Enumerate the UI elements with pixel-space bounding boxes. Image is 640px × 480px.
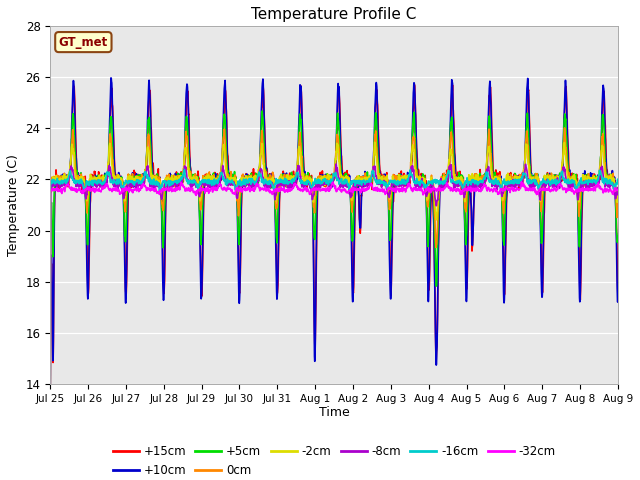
-32cm xyxy=(564,188,572,193)
X-axis label: Time: Time xyxy=(319,407,349,420)
+10cm xyxy=(614,292,622,298)
-2cm xyxy=(499,195,507,201)
-32cm xyxy=(614,187,622,193)
+5cm xyxy=(564,164,572,169)
+15cm xyxy=(580,177,588,183)
+10cm xyxy=(205,179,212,184)
-32cm xyxy=(499,188,507,194)
-16cm xyxy=(46,381,54,387)
-8cm xyxy=(351,182,358,188)
Line: +10cm: +10cm xyxy=(50,78,618,384)
-32cm xyxy=(351,185,358,191)
+15cm xyxy=(363,180,371,185)
-16cm xyxy=(351,178,358,184)
-2cm xyxy=(205,174,212,180)
-8cm xyxy=(46,381,54,387)
-16cm xyxy=(180,167,188,172)
+10cm xyxy=(580,175,588,180)
Line: +15cm: +15cm xyxy=(50,84,618,384)
Legend: +15cm, +10cm, +5cm, 0cm, -2cm, -8cm, -16cm, -32cm: +15cm, +10cm, +5cm, 0cm, -2cm, -8cm, -16… xyxy=(108,440,560,480)
Text: GT_met: GT_met xyxy=(59,36,108,48)
+5cm xyxy=(364,177,371,182)
-16cm xyxy=(499,178,507,184)
-32cm xyxy=(46,381,54,387)
Line: -2cm: -2cm xyxy=(50,142,618,384)
+5cm xyxy=(205,178,212,184)
+5cm xyxy=(499,238,507,243)
-8cm xyxy=(580,178,588,184)
+5cm xyxy=(580,179,588,184)
+5cm xyxy=(351,186,358,192)
Line: -16cm: -16cm xyxy=(50,169,618,384)
-8cm xyxy=(364,183,371,189)
Y-axis label: Temperature (C): Temperature (C) xyxy=(7,154,20,256)
0cm xyxy=(580,183,588,189)
0cm xyxy=(561,125,568,131)
-2cm xyxy=(46,381,54,387)
+10cm xyxy=(351,201,358,206)
0cm xyxy=(614,191,622,197)
+10cm xyxy=(364,175,371,181)
-16cm xyxy=(580,180,588,186)
-2cm xyxy=(614,186,622,192)
-32cm xyxy=(580,186,588,192)
-16cm xyxy=(614,180,622,185)
-32cm xyxy=(518,179,525,185)
-8cm xyxy=(564,182,572,188)
-2cm xyxy=(363,175,371,181)
-8cm xyxy=(499,190,507,196)
0cm xyxy=(564,170,572,176)
-32cm xyxy=(363,187,371,193)
+5cm xyxy=(46,381,54,387)
Line: 0cm: 0cm xyxy=(50,128,618,384)
+15cm xyxy=(564,142,572,147)
Title: Temperature Profile C: Temperature Profile C xyxy=(252,7,417,22)
+15cm xyxy=(205,180,212,185)
-2cm xyxy=(564,178,572,183)
0cm xyxy=(363,182,371,188)
-2cm xyxy=(351,178,358,184)
-16cm xyxy=(205,179,212,185)
+15cm xyxy=(411,82,419,87)
0cm xyxy=(205,181,212,187)
+5cm xyxy=(259,108,266,114)
Line: +5cm: +5cm xyxy=(50,111,618,384)
Line: -8cm: -8cm xyxy=(50,164,618,384)
0cm xyxy=(46,381,54,387)
+15cm xyxy=(46,381,54,387)
-8cm xyxy=(614,186,622,192)
+5cm xyxy=(614,234,622,240)
+10cm xyxy=(564,150,572,156)
-16cm xyxy=(564,179,572,185)
+10cm xyxy=(107,75,115,81)
+10cm xyxy=(46,381,54,387)
-16cm xyxy=(364,180,371,185)
-2cm xyxy=(580,173,588,179)
-8cm xyxy=(332,161,340,167)
+15cm xyxy=(614,293,622,299)
0cm xyxy=(351,179,358,184)
-32cm xyxy=(205,189,212,195)
+15cm xyxy=(499,241,507,247)
+10cm xyxy=(499,271,507,276)
-8cm xyxy=(205,183,212,189)
Line: -32cm: -32cm xyxy=(50,182,618,384)
0cm xyxy=(499,204,507,210)
+15cm xyxy=(351,237,358,243)
-2cm xyxy=(371,139,378,145)
